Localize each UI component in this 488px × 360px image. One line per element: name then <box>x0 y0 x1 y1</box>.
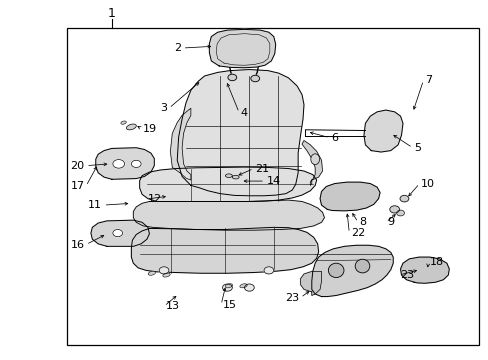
Text: 23: 23 <box>400 270 414 280</box>
Polygon shape <box>300 271 321 296</box>
Polygon shape <box>140 167 316 202</box>
Polygon shape <box>363 110 402 152</box>
Text: 3: 3 <box>160 103 167 113</box>
Circle shape <box>113 229 122 237</box>
Text: 11: 11 <box>88 200 102 210</box>
Polygon shape <box>91 220 149 246</box>
Text: 10: 10 <box>420 179 434 189</box>
Polygon shape <box>177 69 304 196</box>
Text: 14: 14 <box>266 176 280 186</box>
Ellipse shape <box>163 273 170 277</box>
Circle shape <box>399 195 408 202</box>
Text: 21: 21 <box>255 163 269 174</box>
Text: 4: 4 <box>240 108 247 118</box>
Polygon shape <box>96 148 154 179</box>
Text: 13: 13 <box>165 301 179 311</box>
Text: 1: 1 <box>108 7 116 20</box>
Ellipse shape <box>239 284 247 288</box>
Polygon shape <box>311 245 392 297</box>
Text: 7: 7 <box>424 75 431 85</box>
Circle shape <box>250 75 259 82</box>
Polygon shape <box>209 30 275 68</box>
Polygon shape <box>170 108 190 180</box>
Ellipse shape <box>126 124 136 130</box>
Ellipse shape <box>354 259 369 273</box>
Text: 22: 22 <box>350 228 365 238</box>
Ellipse shape <box>310 154 319 165</box>
Ellipse shape <box>232 175 239 179</box>
Circle shape <box>244 284 254 291</box>
Circle shape <box>113 159 124 168</box>
Bar <box>66 28 478 345</box>
Polygon shape <box>131 227 318 273</box>
Text: 5: 5 <box>413 143 420 153</box>
Text: 16: 16 <box>70 239 84 249</box>
Circle shape <box>264 267 273 274</box>
Text: 6: 6 <box>330 133 338 143</box>
Circle shape <box>396 210 404 216</box>
Text: 19: 19 <box>143 124 157 134</box>
Text: 9: 9 <box>386 217 394 227</box>
Ellipse shape <box>225 174 232 177</box>
Circle shape <box>389 206 399 213</box>
Ellipse shape <box>328 263 343 278</box>
Circle shape <box>227 74 236 81</box>
Ellipse shape <box>121 121 126 124</box>
Ellipse shape <box>225 284 232 288</box>
Circle shape <box>131 160 141 167</box>
Text: 2: 2 <box>174 43 181 53</box>
Text: 12: 12 <box>148 194 162 204</box>
Polygon shape <box>133 200 324 230</box>
Ellipse shape <box>148 271 155 275</box>
Text: 20: 20 <box>70 161 84 171</box>
Polygon shape <box>302 140 322 185</box>
Text: 15: 15 <box>222 300 236 310</box>
Text: 8: 8 <box>359 217 366 227</box>
Polygon shape <box>400 257 448 283</box>
Circle shape <box>159 267 168 274</box>
Circle shape <box>222 284 232 291</box>
Text: 23: 23 <box>285 293 299 303</box>
Text: 17: 17 <box>70 181 84 191</box>
Polygon shape <box>320 182 379 211</box>
Text: 18: 18 <box>429 257 443 267</box>
